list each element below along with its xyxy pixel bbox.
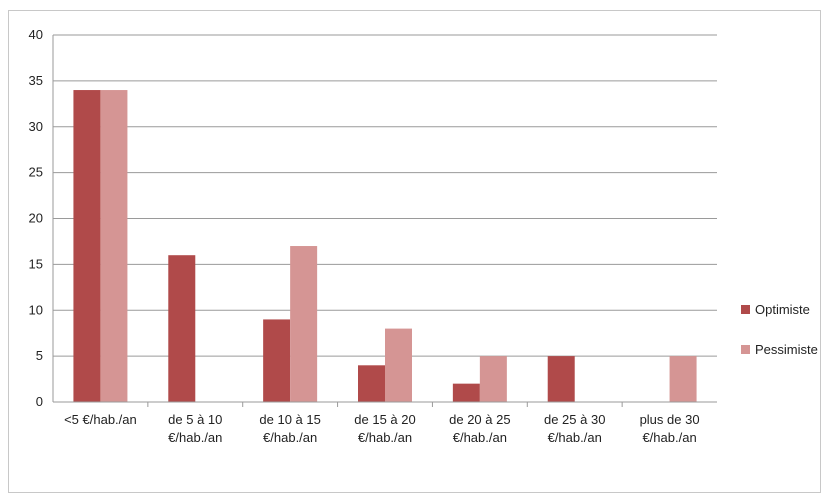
y-tick-label: 10 bbox=[29, 302, 43, 317]
bar-optimiste-5 bbox=[547, 356, 575, 402]
x-tick-label: <5 €/hab./an bbox=[64, 412, 137, 427]
bar-optimiste-2 bbox=[263, 319, 291, 402]
x-tick-label: €/hab./an bbox=[263, 430, 317, 445]
x-tick-label: plus de 30 bbox=[640, 412, 700, 427]
x-tick-label: €/hab./an bbox=[642, 430, 696, 445]
bar-optimiste-4 bbox=[452, 383, 480, 402]
bar-pessimiste-2 bbox=[290, 246, 318, 402]
y-tick-label: 0 bbox=[36, 394, 43, 409]
y-tick-label: 25 bbox=[29, 165, 43, 180]
x-tick-label: €/hab./an bbox=[548, 430, 602, 445]
x-tick-label: de 15 à 20 bbox=[354, 412, 415, 427]
legend: Optimiste Pessimiste bbox=[741, 302, 818, 357]
y-tick-label: 20 bbox=[29, 211, 43, 226]
x-tick-label: de 5 à 10 bbox=[168, 412, 222, 427]
bar-optimiste-3 bbox=[358, 365, 385, 402]
bar-pessimiste-4 bbox=[479, 356, 507, 402]
y-tick-label: 5 bbox=[36, 348, 43, 363]
bar-optimiste-1 bbox=[168, 255, 196, 402]
y-tick-label: 30 bbox=[29, 119, 43, 134]
axes bbox=[52, 35, 717, 407]
y-axis-ticks: 0 5 10 15 20 25 30 35 40 bbox=[29, 27, 43, 409]
y-tick-label: 35 bbox=[29, 73, 43, 88]
x-tick-label: €/hab./an bbox=[453, 430, 507, 445]
bar-pessimiste-6 bbox=[669, 356, 697, 402]
x-tick-label: de 25 à 30 bbox=[544, 412, 605, 427]
y-tick-label: 40 bbox=[29, 27, 43, 42]
x-tick-label: €/hab./an bbox=[168, 430, 222, 445]
x-tick-label: de 10 à 15 bbox=[259, 412, 320, 427]
y-tick-label: 15 bbox=[29, 256, 43, 271]
legend-label-optimiste: Optimiste bbox=[755, 302, 810, 317]
x-axis-ticks: <5 €/hab./an de 5 à 10 €/hab./an de 10 à 15… bbox=[64, 412, 699, 445]
x-tick-label: de 20 à 25 bbox=[449, 412, 510, 427]
legend-label-pessimiste: Pessimiste bbox=[755, 342, 818, 357]
bars bbox=[73, 90, 697, 403]
x-tick-label: €/hab./an bbox=[358, 430, 412, 445]
chart-frame bbox=[8, 10, 821, 493]
legend-swatch-optimiste bbox=[741, 305, 750, 314]
legend-swatch-pessimiste bbox=[741, 345, 750, 354]
bar-optimiste-0 bbox=[73, 90, 101, 403]
bar-pessimiste-0 bbox=[100, 90, 128, 403]
gridlines bbox=[53, 34, 717, 357]
bar-pessimiste-3 bbox=[385, 328, 412, 402]
